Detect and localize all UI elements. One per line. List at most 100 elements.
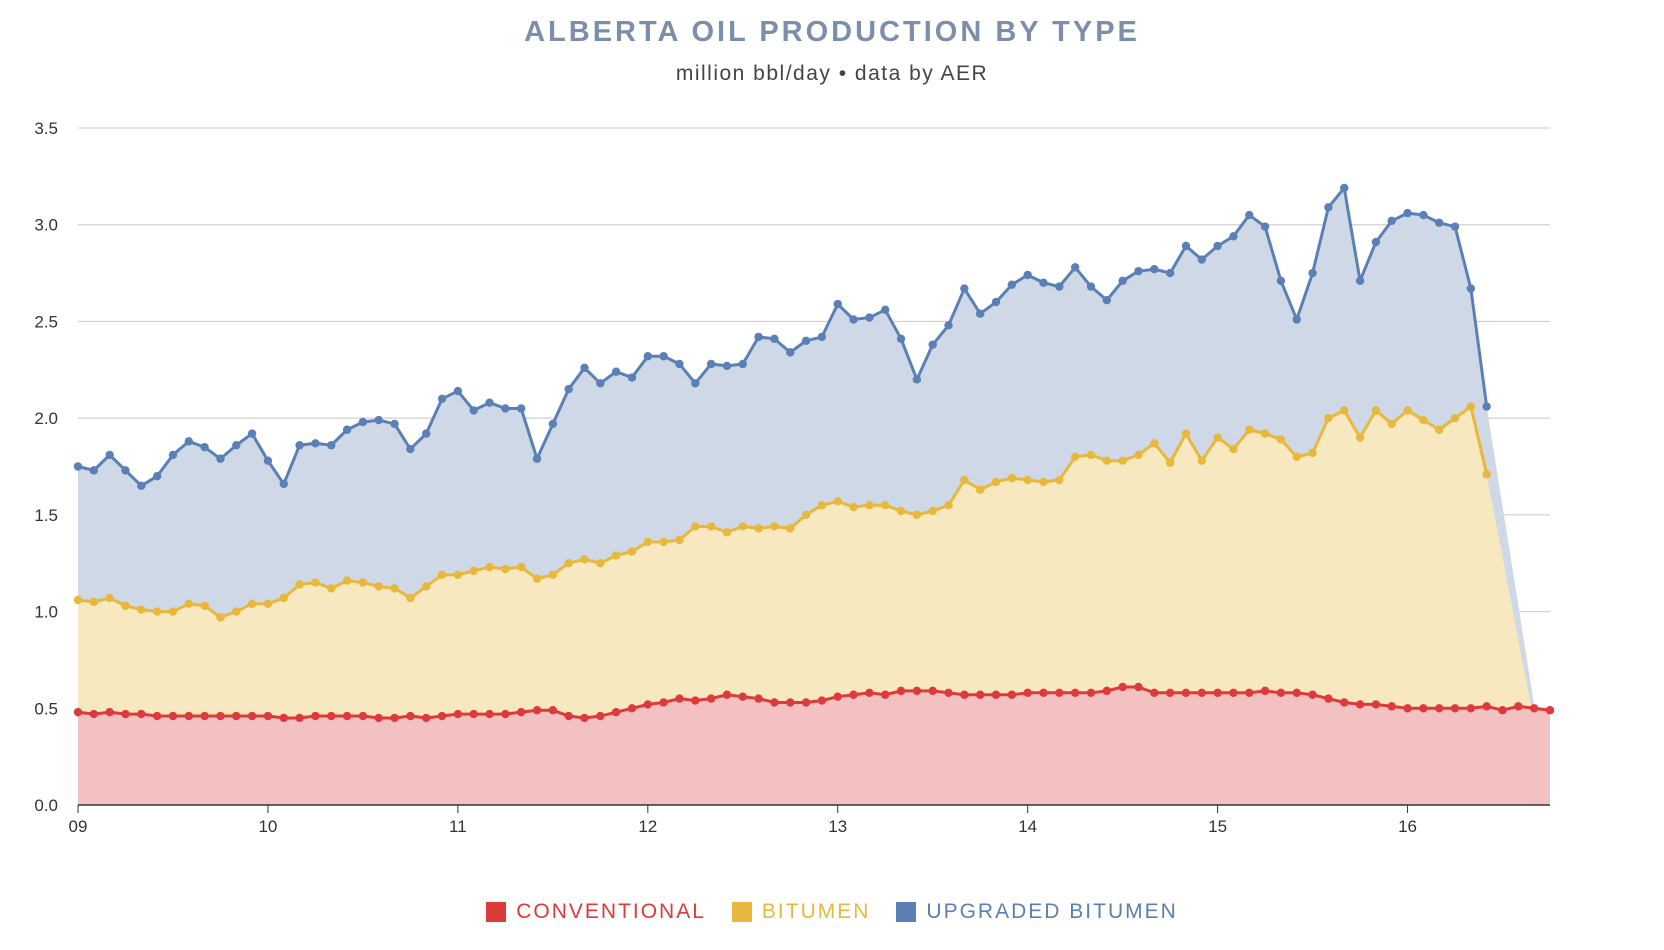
point-upgraded-bitumen[interactable] [643,352,653,361]
point-upgraded-bitumen[interactable] [1340,183,1349,193]
point-upgraded-bitumen[interactable] [659,352,668,361]
point-conventional[interactable] [469,709,478,719]
point-bitumen[interactable] [659,537,668,547]
point-conventional[interactable] [1039,688,1048,698]
point-conventional[interactable] [342,711,352,721]
point-conventional[interactable] [295,713,304,723]
point-bitumen[interactable] [1340,406,1349,415]
point-upgraded-bitumen[interactable] [152,471,162,481]
point-bitumen[interactable] [643,537,653,547]
point-bitumen[interactable] [928,506,937,516]
point-conventional[interactable] [722,690,732,699]
point-upgraded-bitumen[interactable] [960,284,969,293]
point-upgraded-bitumen[interactable] [1482,402,1491,411]
point-bitumen[interactable] [865,500,874,510]
point-bitumen[interactable] [1276,435,1286,444]
point-conventional[interactable] [1387,702,1396,711]
point-bitumen[interactable] [1387,419,1396,429]
point-conventional[interactable] [849,690,858,699]
point-bitumen[interactable] [121,601,130,610]
point-conventional[interactable] [801,698,811,707]
point-bitumen[interactable] [801,510,811,520]
point-upgraded-bitumen[interactable] [1102,295,1112,305]
point-bitumen[interactable] [1213,433,1222,442]
point-bitumen[interactable] [105,593,114,603]
point-upgraded-bitumen[interactable] [1055,282,1064,291]
point-bitumen[interactable] [390,584,399,593]
point-bitumen[interactable] [1419,415,1428,425]
point-conventional[interactable] [675,694,684,703]
point-conventional[interactable] [1435,704,1444,713]
point-conventional[interactable] [137,709,146,719]
point-bitumen[interactable] [406,593,415,603]
point-upgraded-bitumen[interactable] [944,321,953,330]
point-conventional[interactable] [1355,700,1365,709]
point-upgraded-bitumen[interactable] [706,359,716,369]
point-upgraded-bitumen[interactable] [1355,276,1365,286]
point-conventional[interactable] [1514,702,1523,711]
point-upgraded-bitumen[interactable] [1419,210,1428,220]
point-bitumen[interactable] [232,607,241,616]
point-bitumen[interactable] [1229,444,1238,454]
point-upgraded-bitumen[interactable] [1039,278,1048,287]
point-conventional[interactable] [659,698,668,707]
point-upgraded-bitumen[interactable] [722,361,732,371]
point-upgraded-bitumen[interactable] [422,429,431,438]
point-bitumen[interactable] [1070,452,1080,462]
point-upgraded-bitumen[interactable] [801,336,811,345]
point-conventional[interactable] [1276,688,1286,698]
point-conventional[interactable] [501,709,510,719]
point-conventional[interactable] [1403,704,1412,713]
point-bitumen[interactable] [469,566,478,576]
point-upgraded-bitumen[interactable] [184,437,193,446]
point-bitumen[interactable] [485,562,494,572]
point-conventional[interactable] [1292,688,1301,698]
point-conventional[interactable] [881,690,890,699]
point-bitumen[interactable] [770,522,779,531]
point-conventional[interactable] [1102,686,1112,696]
point-bitumen[interactable] [754,524,763,533]
point-bitumen[interactable] [896,506,906,516]
point-bitumen[interactable] [1245,425,1254,434]
point-bitumen[interactable] [912,510,922,520]
point-conventional[interactable] [311,711,320,721]
point-upgraded-bitumen[interactable] [532,454,542,463]
point-conventional[interactable] [279,713,288,723]
point-bitumen[interactable] [706,522,716,531]
point-conventional[interactable] [1529,704,1539,713]
point-conventional[interactable] [1324,694,1333,703]
point-bitumen[interactable] [580,555,589,564]
point-upgraded-bitumen[interactable] [896,334,906,344]
point-bitumen[interactable] [327,584,336,593]
point-conventional[interactable] [1419,704,1428,713]
point-conventional[interactable] [1213,688,1222,698]
point-upgraded-bitumen[interactable] [1086,282,1096,291]
legend-item-upgraded-bitumen[interactable]: UPGRADED BITUMEN [896,900,1177,924]
point-conventional[interactable] [1371,700,1381,709]
point-bitumen[interactable] [833,497,842,506]
point-upgraded-bitumen[interactable] [137,481,146,491]
point-conventional[interactable] [833,692,842,701]
point-upgraded-bitumen[interactable] [216,454,225,463]
point-conventional[interactable] [754,694,763,703]
point-conventional[interactable] [1260,686,1270,696]
point-bitumen[interactable] [548,570,558,580]
point-conventional[interactable] [184,711,193,721]
point-conventional[interactable] [1245,688,1254,698]
point-bitumen[interactable] [1466,402,1476,411]
point-upgraded-bitumen[interactable] [1070,263,1080,272]
point-bitumen[interactable] [1118,456,1127,465]
point-conventional[interactable] [516,707,526,717]
point-upgraded-bitumen[interactable] [627,373,637,382]
point-conventional[interactable] [453,709,463,719]
point-upgraded-bitumen[interactable] [469,406,478,415]
point-bitumen[interactable] [881,500,890,510]
point-upgraded-bitumen[interactable] [881,305,890,315]
point-conventional[interactable] [200,711,209,721]
point-upgraded-bitumen[interactable] [1450,222,1460,231]
point-bitumen[interactable] [786,524,795,533]
point-bitumen[interactable] [1324,413,1333,423]
point-bitumen[interactable] [1150,439,1159,448]
point-conventional[interactable] [643,700,653,709]
point-conventional[interactable] [1308,690,1317,699]
